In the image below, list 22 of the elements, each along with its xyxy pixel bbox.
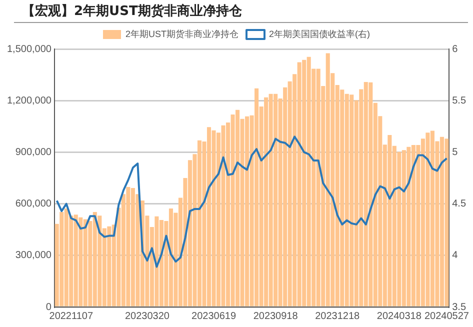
y2-tick-label: 5.5 xyxy=(452,95,466,106)
x-tick-label: 20240318 xyxy=(376,310,422,322)
chart-title: 【宏观】2年期UST期货非商业净持仓 xyxy=(14,2,468,23)
y2-tick-label: 6 xyxy=(452,44,458,55)
y-tick-label: 900,000 xyxy=(15,146,52,158)
x-tick-label: 20221107 xyxy=(49,310,94,322)
y2-tick-label: 4.5 xyxy=(452,198,466,210)
x-tick-label: 20230619 xyxy=(192,310,236,322)
y2-tick-label: 3.5 xyxy=(452,302,466,313)
x-tick-label: 20231218 xyxy=(315,310,360,322)
y2-tick-label: 4 xyxy=(452,250,458,262)
legend-label: 2年期UST期货非商业净持仓 xyxy=(126,28,239,39)
legend-label: 2年期美国国债收益率(右) xyxy=(269,28,370,39)
y-tick-label: 0 xyxy=(46,302,52,313)
y-tick-label: 600,000 xyxy=(15,198,52,210)
x-tick-label: 20230918 xyxy=(253,310,298,322)
y2-tick-label: 5 xyxy=(452,146,458,158)
x-tick-label: 20230320 xyxy=(124,310,170,322)
y-tick-label: 300,000 xyxy=(15,250,52,262)
x-tick-label: 20240527 xyxy=(424,310,470,322)
y-tick-label: 1,200,000 xyxy=(6,95,52,106)
y-tick-label: 1,500,000 xyxy=(6,44,52,55)
